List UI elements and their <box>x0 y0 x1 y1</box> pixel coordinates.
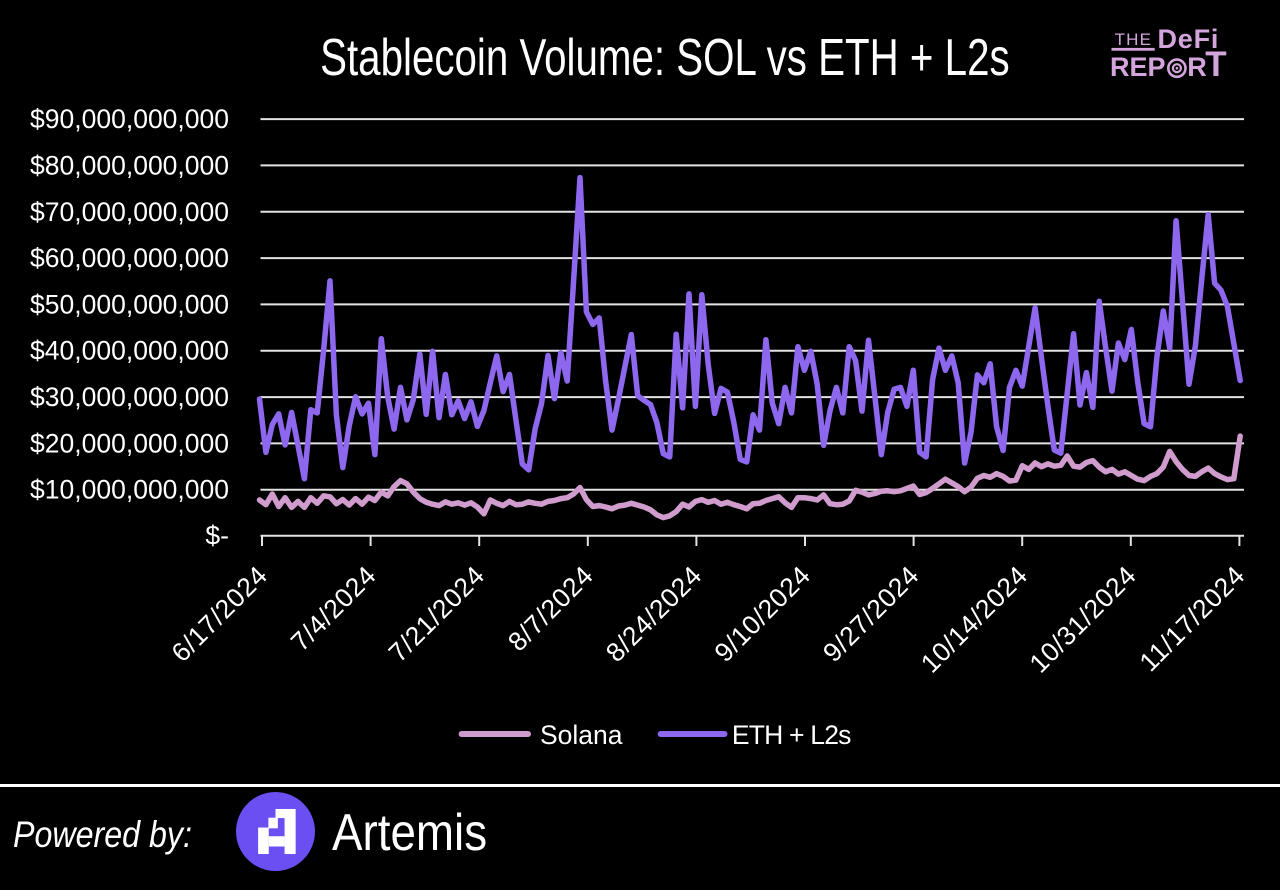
svg-text:7/4/2024: 7/4/2024 <box>285 560 382 657</box>
svg-text:8/24/2024: 8/24/2024 <box>600 560 708 668</box>
svg-text:$80,000,000,000: $80,000,000,000 <box>30 150 229 180</box>
svg-text:8/7/2024: 8/7/2024 <box>502 560 599 657</box>
svg-text:10/14/2024: 10/14/2024 <box>915 560 1034 679</box>
svg-text:DeFi: DeFi <box>1158 24 1220 54</box>
svg-text:THE: THE <box>1115 30 1153 49</box>
svg-text:R: R <box>1187 52 1207 82</box>
svg-text:9/10/2024: 9/10/2024 <box>708 560 816 668</box>
svg-text:$10,000,000,000: $10,000,000,000 <box>30 475 229 505</box>
svg-text:$-: $- <box>205 521 229 551</box>
svg-text:6/17/2024: 6/17/2024 <box>165 560 273 668</box>
svg-text:11/17/2024: 11/17/2024 <box>1133 560 1250 677</box>
svg-text:9/27/2024: 9/27/2024 <box>817 560 925 668</box>
svg-text:7/21/2024: 7/21/2024 <box>383 560 491 668</box>
svg-text:10/31/2024: 10/31/2024 <box>1024 560 1143 679</box>
svg-text:$90,000,000,000: $90,000,000,000 <box>30 104 229 134</box>
svg-text:$50,000,000,000: $50,000,000,000 <box>30 289 229 319</box>
svg-text:$70,000,000,000: $70,000,000,000 <box>30 197 229 227</box>
svg-text:$20,000,000,000: $20,000,000,000 <box>30 428 229 458</box>
svg-text:$60,000,000,000: $60,000,000,000 <box>30 243 229 273</box>
svg-text:Solana: Solana <box>540 720 623 750</box>
svg-text:T: T <box>1205 45 1226 84</box>
svg-text:REP: REP <box>1110 52 1166 82</box>
svg-text:$40,000,000,000: $40,000,000,000 <box>30 336 229 366</box>
svg-text:ETH + L2s: ETH + L2s <box>732 720 851 750</box>
svg-text:$30,000,000,000: $30,000,000,000 <box>30 382 229 412</box>
